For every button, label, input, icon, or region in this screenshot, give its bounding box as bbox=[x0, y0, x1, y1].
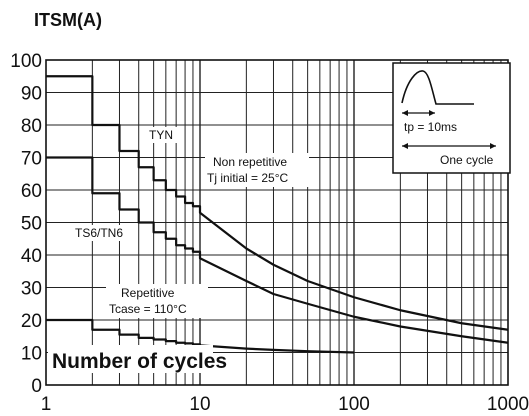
inset-waveform: tp = 10ms One cycle bbox=[392, 62, 511, 174]
chart-series bbox=[46, 75, 509, 354]
tcase-label: Tcase = 110°C bbox=[109, 302, 187, 316]
y-tick-label: 70 bbox=[21, 149, 42, 170]
plot-border bbox=[45, 59, 509, 386]
chart-grid bbox=[46, 60, 508, 385]
y-axis-title: ITSM(A) bbox=[34, 10, 102, 30]
series-line-2 bbox=[46, 318, 355, 354]
tyn-label-backdrop bbox=[146, 127, 182, 143]
x-axis-title: Number of cycles bbox=[52, 350, 227, 373]
tj-initial-label: Tj initial = 25°C bbox=[207, 171, 288, 185]
y-tick-label: 30 bbox=[21, 279, 42, 300]
y-tick-label: 80 bbox=[21, 116, 42, 137]
repetitive-label: Repetitive bbox=[121, 286, 175, 300]
non-repetitive-backdrop bbox=[205, 153, 309, 187]
series-line-0 bbox=[46, 75, 509, 331]
y-tick-label: 40 bbox=[21, 246, 42, 267]
x-tick-label: 1 bbox=[41, 394, 52, 415]
non-repetitive-label: Non repetitive bbox=[213, 155, 287, 169]
ts6-label: TS6/TN6 bbox=[75, 226, 123, 240]
ts6-label-backdrop bbox=[72, 225, 134, 241]
x-tick-label: 1000 bbox=[487, 394, 529, 415]
y-tick-label: 10 bbox=[21, 344, 42, 365]
y-tick-label: 60 bbox=[21, 181, 42, 202]
x-label-backdrop bbox=[48, 345, 213, 373]
tp-label: tp = 10ms bbox=[404, 120, 457, 134]
pulse-waveform bbox=[401, 70, 474, 105]
repetitive-backdrop bbox=[106, 284, 208, 318]
x-tick-label: 100 bbox=[338, 394, 370, 415]
y-tick-label: 0 bbox=[31, 376, 42, 397]
series-line-1 bbox=[46, 156, 509, 344]
tyn-label: TYN bbox=[149, 128, 173, 142]
plot-frame bbox=[45, 59, 509, 386]
x-tick-label: 10 bbox=[189, 394, 210, 415]
inset-box bbox=[392, 62, 511, 174]
y-tick-label: 50 bbox=[21, 214, 42, 235]
y-tick-label: 90 bbox=[21, 84, 42, 105]
y-tick-label: 20 bbox=[21, 311, 42, 332]
y-tick-label: 100 bbox=[10, 51, 42, 72]
cycle-label: One cycle bbox=[440, 153, 494, 167]
